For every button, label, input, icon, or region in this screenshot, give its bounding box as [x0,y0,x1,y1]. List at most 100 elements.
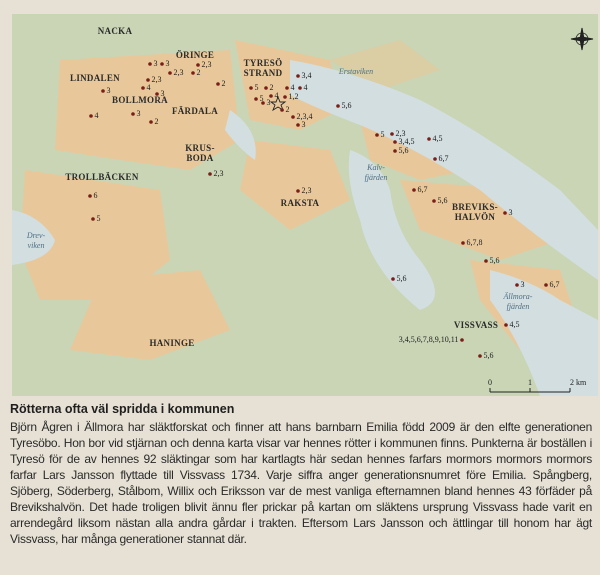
point-label: 5,6 [397,274,407,283]
point-label: 5,6 [438,196,448,205]
place-name: Drev- [26,231,46,240]
point-label: 4 [275,91,279,100]
point-label: 4 [304,83,308,92]
point [264,86,268,90]
place-name: viken [28,241,45,250]
caption-title: Rötterna ofta väl spridda i kommunen [10,402,235,416]
point-label: 2,3 [202,60,212,69]
point [155,92,159,96]
point [89,114,93,118]
point-label: 6 [94,191,98,200]
point [336,104,340,108]
place-name: RAKSTA [281,198,320,208]
point [148,62,152,66]
point [131,112,135,116]
point-label: 5 [381,130,385,139]
point [478,354,482,358]
point-label: 5,6 [484,351,494,360]
point [461,241,465,245]
point [283,95,287,99]
place-name: VISSVASS [454,320,498,330]
point [390,132,394,136]
point [168,71,172,75]
point-label: 2 [286,105,290,114]
scale-label: 2 km [570,378,587,387]
point-label: 3 [267,98,271,107]
point [296,74,300,78]
place-name: LINDALEN [70,73,120,83]
point-label: 5,6 [490,256,500,265]
point [269,94,273,98]
point-label: 6,7 [439,154,449,163]
place-name: HALVÖN [455,212,496,222]
point [504,323,508,327]
place-name: BOLLMORA [112,95,168,105]
point [433,157,437,161]
point [391,277,395,281]
point [285,86,289,90]
point [291,115,295,119]
place-name: HANINGE [149,338,194,348]
point-label: 2 [270,83,274,92]
water [12,60,598,396]
point [412,188,416,192]
point-label: 5 [255,83,259,92]
place-name: FÄRDALA [172,106,218,116]
place-name: ÖRINGE [176,50,214,60]
point-label: 2,3 [302,186,312,195]
point [484,259,488,263]
point [280,108,284,112]
point-label: 2,3 [174,68,184,77]
point-label: 3,4,5,6,7,8,9,10,11 [399,335,459,344]
point [249,86,253,90]
point-label: 4,5 [510,320,520,329]
point-label: 3,4,5 [399,137,415,146]
point [141,86,145,90]
place-name: BREVIKS- [452,202,498,212]
point [91,217,95,221]
point-label: 5 [97,214,101,223]
point-label: 3 [302,120,306,129]
point [427,137,431,141]
caption-body: Björn Ågren i Ällmora har släktforskat o… [10,420,592,546]
caption: Rötterna ofta väl spridda i kommunen Bjö… [10,402,592,547]
place-name: Kalv- [366,163,385,172]
point [460,338,464,342]
place-name: fjärden [365,173,388,182]
point-label: 6,7 [418,185,428,194]
point [393,149,397,153]
place-name: BODA [186,153,213,163]
point-label: 5 [260,94,264,103]
point [375,133,379,137]
point-label: 3 [161,89,165,98]
point [216,82,220,86]
point-label: 3 [521,280,525,289]
point-label: 6,7 [550,280,560,289]
point-label: 3 [166,59,170,68]
place-name: TYRESÖ [244,58,283,68]
point-label: 3 [137,109,141,118]
point-label: 4 [291,83,295,92]
point [208,172,212,176]
point [101,89,105,93]
point-label: 2 [155,117,159,126]
place-name: STRAND [244,68,283,78]
point-label: 2,3 [214,169,224,178]
point-label: 5,6 [342,101,352,110]
point-label: 4 [147,83,151,92]
place-name: TROLLBÄCKEN [65,172,139,182]
point [296,189,300,193]
point [146,78,150,82]
point [298,86,302,90]
place-name: Ällmora- [503,292,533,301]
point [296,123,300,127]
point-label: 1,2 [289,92,299,101]
point [254,97,258,101]
point-label: 2,3,4 [297,112,313,121]
star [269,95,287,112]
compass [570,27,594,51]
point-label: 3,4 [302,71,312,80]
place-name: NACKA [98,26,133,36]
